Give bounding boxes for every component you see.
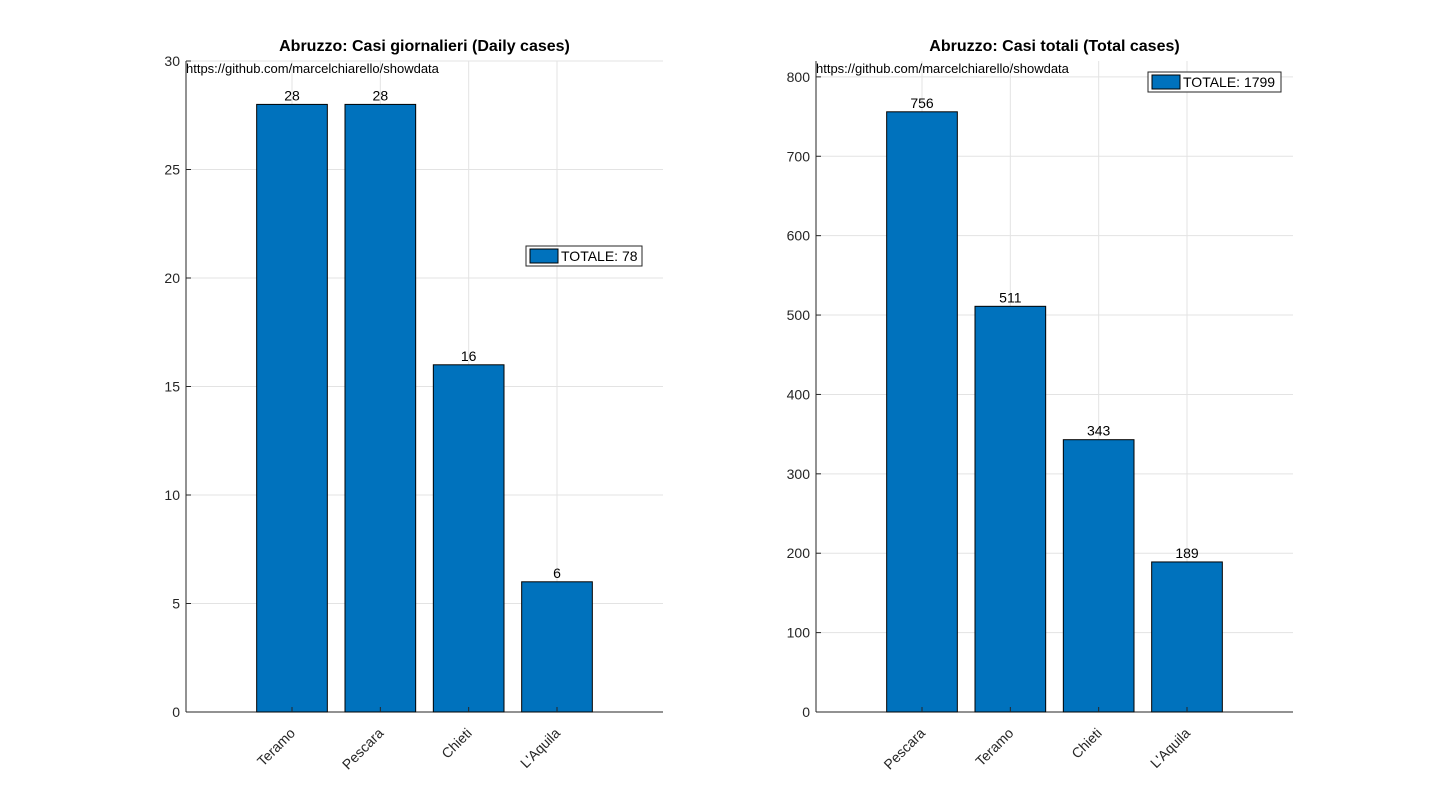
x-tick-label: Chieti [1068, 725, 1105, 762]
chart-2: 0 100 200 300 400 500 600 700 800 756 Pescara 511 Te… [787, 38, 1293, 772]
y-tick-label: 0 [802, 704, 810, 720]
chart-1: 0 5 10 15 20 25 30 28 Teramo 28 Pescara 16 Chieti 6 L'… [164, 38, 663, 772]
y-tick-label: 25 [164, 162, 180, 178]
bar-laquila [521, 581, 593, 713]
y-tick-label: 600 [787, 228, 811, 244]
x-tick-label: L'Aquila [517, 725, 563, 771]
y-tick-label: 10 [164, 487, 180, 503]
data-label: 28 [284, 87, 300, 103]
legend-box [1147, 71, 1282, 93]
data-label: 16 [461, 348, 477, 364]
legend: TOTALE: 78 [525, 245, 643, 267]
legend-label: TOTALE: 78 [561, 248, 638, 264]
y-tick-label: 500 [787, 307, 811, 323]
x-tick-label: Pescara [880, 725, 928, 773]
bar-laquila [1151, 561, 1223, 713]
legend: TOTALE: 1799 [1147, 71, 1282, 93]
source-url: https://github.com/marcelchiarello/showd… [816, 61, 1070, 76]
legend-swatch [529, 248, 559, 264]
y-tick-label: 20 [164, 270, 180, 286]
data-label: 511 [999, 289, 1022, 305]
y-tick-label: 800 [787, 69, 811, 85]
chart-title: Abruzzo: Casi totali (Total cases) [929, 38, 1179, 55]
data-label: 189 [1175, 545, 1199, 561]
legend-label: TOTALE: 1799 [1183, 74, 1275, 90]
bar-chieti [1062, 439, 1135, 713]
chart-title: Abruzzo: Casi giornalieri (Daily cases) [279, 38, 570, 55]
y-tick-label: 100 [787, 625, 811, 641]
legend-swatch [1151, 74, 1181, 90]
bar-teramo [974, 305, 1047, 713]
y-tick-label: 700 [787, 148, 811, 164]
y-tick-label: 400 [787, 386, 811, 402]
bar-teramo [256, 103, 328, 713]
y-tick-label: 200 [787, 545, 811, 561]
bar-pescara [886, 111, 958, 713]
y-tick-label: 5 [172, 596, 180, 612]
data-label: 28 [373, 87, 389, 103]
x-tick-label: L'Aquila [1147, 725, 1193, 771]
bar-chieti [432, 364, 505, 713]
data-label: 6 [553, 565, 561, 581]
y-tick-label: 300 [787, 466, 811, 482]
bar-pescara [344, 103, 417, 713]
data-label: 756 [910, 95, 934, 111]
x-tick-label: Pescara [339, 725, 387, 773]
data-label: 343 [1087, 423, 1111, 439]
x-tick-label: Chieti [438, 725, 475, 762]
y-tick-label: 0 [172, 704, 180, 720]
y-tick-label: 30 [164, 53, 180, 69]
source-url: https://github.com/marcelchiarello/showd… [186, 61, 440, 76]
y-tick-label: 15 [164, 379, 180, 395]
x-tick-label: Teramo [972, 725, 1016, 769]
x-tick-label: Teramo [254, 725, 298, 769]
